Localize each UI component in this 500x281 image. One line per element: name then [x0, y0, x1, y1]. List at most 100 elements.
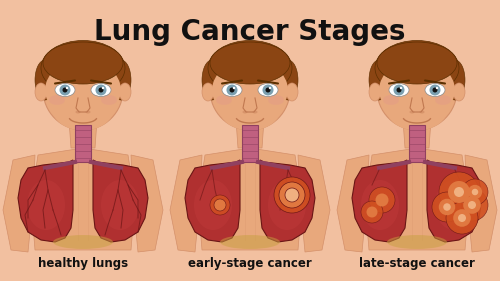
Circle shape	[400, 87, 402, 89]
Circle shape	[366, 207, 378, 217]
Ellipse shape	[377, 42, 457, 84]
Circle shape	[96, 85, 106, 96]
Circle shape	[230, 87, 234, 92]
Ellipse shape	[369, 83, 381, 101]
Polygon shape	[409, 125, 425, 162]
Ellipse shape	[45, 60, 121, 120]
Circle shape	[98, 87, 103, 92]
Polygon shape	[236, 120, 264, 148]
Circle shape	[446, 202, 478, 234]
Ellipse shape	[375, 40, 459, 96]
Ellipse shape	[43, 42, 123, 84]
Ellipse shape	[389, 83, 409, 96]
Ellipse shape	[101, 95, 117, 105]
Circle shape	[472, 189, 478, 195]
Polygon shape	[93, 160, 148, 242]
Ellipse shape	[268, 95, 284, 105]
Circle shape	[226, 85, 237, 96]
Ellipse shape	[52, 85, 114, 130]
Ellipse shape	[76, 110, 80, 114]
Circle shape	[269, 87, 271, 89]
Ellipse shape	[55, 83, 75, 96]
Ellipse shape	[252, 110, 258, 114]
Circle shape	[444, 203, 451, 211]
Polygon shape	[18, 160, 73, 242]
Circle shape	[274, 177, 310, 213]
Ellipse shape	[242, 110, 248, 114]
Ellipse shape	[222, 83, 242, 96]
Polygon shape	[170, 155, 202, 252]
Circle shape	[432, 87, 438, 92]
Polygon shape	[242, 125, 258, 162]
Circle shape	[439, 172, 479, 212]
Ellipse shape	[258, 83, 278, 96]
Ellipse shape	[91, 83, 111, 96]
Polygon shape	[3, 155, 35, 252]
Ellipse shape	[379, 60, 455, 120]
Ellipse shape	[425, 83, 445, 96]
Ellipse shape	[208, 40, 292, 96]
Circle shape	[468, 185, 482, 199]
Ellipse shape	[111, 60, 131, 100]
Circle shape	[361, 201, 383, 223]
Circle shape	[463, 196, 481, 214]
Ellipse shape	[278, 60, 298, 100]
Circle shape	[453, 209, 471, 227]
Ellipse shape	[383, 95, 399, 105]
Circle shape	[456, 189, 488, 221]
Circle shape	[66, 87, 68, 89]
Circle shape	[396, 87, 402, 92]
Polygon shape	[75, 125, 91, 162]
Ellipse shape	[210, 50, 290, 130]
Circle shape	[279, 182, 305, 208]
Polygon shape	[427, 160, 482, 242]
Polygon shape	[131, 155, 163, 252]
Ellipse shape	[420, 110, 424, 114]
Ellipse shape	[202, 83, 214, 101]
Ellipse shape	[453, 83, 465, 101]
Ellipse shape	[219, 85, 281, 130]
Ellipse shape	[369, 60, 389, 100]
Circle shape	[285, 188, 299, 202]
Polygon shape	[337, 155, 369, 252]
Ellipse shape	[86, 110, 90, 114]
Polygon shape	[69, 120, 97, 148]
Ellipse shape	[286, 83, 298, 101]
Circle shape	[458, 214, 466, 222]
Ellipse shape	[101, 180, 139, 230]
Ellipse shape	[210, 42, 290, 84]
Circle shape	[462, 179, 488, 205]
Circle shape	[436, 87, 438, 89]
Ellipse shape	[220, 235, 280, 249]
Circle shape	[266, 87, 270, 92]
Ellipse shape	[202, 60, 222, 100]
Ellipse shape	[35, 60, 55, 100]
Ellipse shape	[212, 60, 288, 120]
Circle shape	[430, 85, 440, 96]
Polygon shape	[298, 155, 330, 252]
Polygon shape	[31, 148, 135, 250]
Text: late-stage cancer: late-stage cancer	[359, 257, 475, 270]
Text: healthy lungs: healthy lungs	[38, 257, 128, 270]
Ellipse shape	[435, 180, 473, 230]
Polygon shape	[260, 160, 315, 242]
Circle shape	[62, 87, 68, 92]
Ellipse shape	[194, 180, 232, 230]
Text: early-stage cancer: early-stage cancer	[188, 257, 312, 270]
Ellipse shape	[49, 95, 65, 105]
Circle shape	[394, 85, 404, 96]
Circle shape	[369, 187, 395, 213]
Circle shape	[210, 195, 230, 215]
Circle shape	[214, 199, 226, 211]
Ellipse shape	[445, 60, 465, 100]
Circle shape	[376, 194, 388, 207]
Ellipse shape	[119, 83, 131, 101]
Ellipse shape	[387, 235, 447, 249]
Circle shape	[432, 192, 462, 222]
Circle shape	[454, 187, 464, 197]
Polygon shape	[403, 120, 431, 148]
Circle shape	[102, 87, 104, 89]
Polygon shape	[352, 160, 407, 242]
Ellipse shape	[410, 110, 414, 114]
Ellipse shape	[435, 95, 451, 105]
